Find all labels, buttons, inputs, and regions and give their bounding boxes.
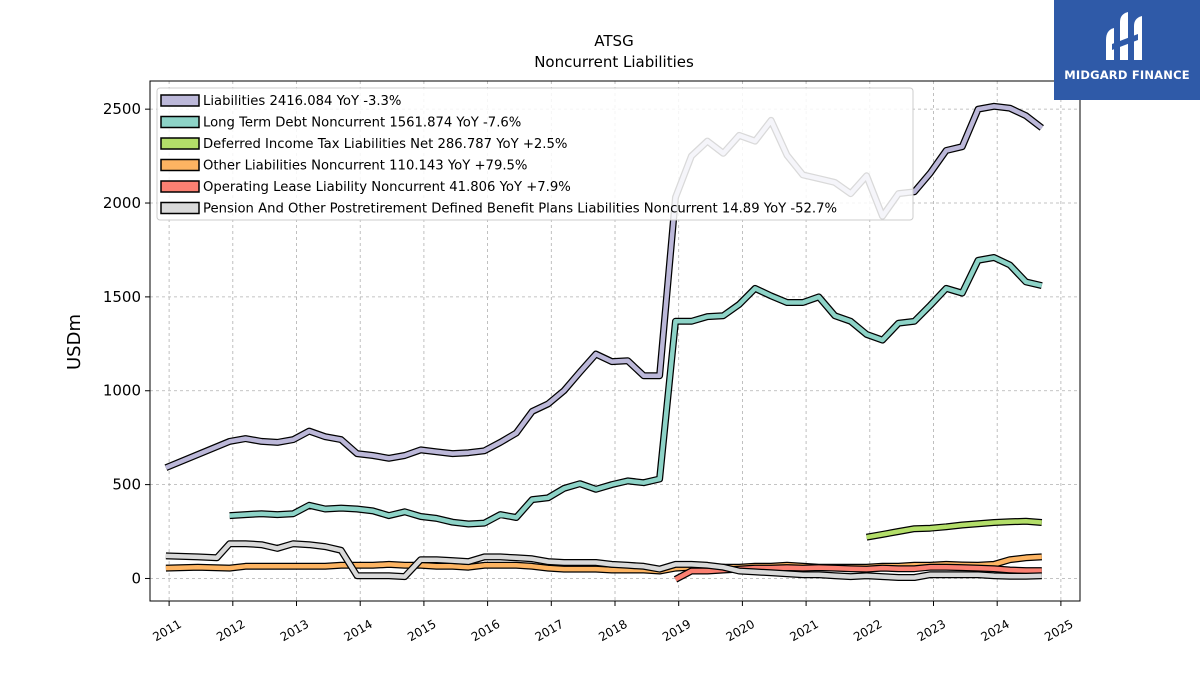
x-tick-label: 2012	[214, 617, 247, 644]
series-line	[866, 518, 1042, 540]
midgard-finance-logo: MIDGARD FINANCE	[1054, 0, 1200, 100]
chart-subtitle: Noncurrent Liabilities	[534, 53, 694, 71]
legend-swatch	[160, 158, 200, 172]
legend-swatch	[160, 94, 200, 107]
y-tick-label: 1000	[103, 382, 141, 400]
legend-label: Operating Lease Liability Noncurrent 41.…	[203, 180, 571, 195]
x-tick-label: 2019	[660, 617, 693, 644]
x-tick-label: 2025	[1042, 617, 1075, 644]
legend-box	[156, 87, 914, 221]
x-tick-label: 2023	[915, 617, 948, 644]
logo-text: MIDGARD FINANCE	[1064, 68, 1190, 82]
x-tick-label: 2016	[469, 617, 502, 644]
y-axis-label: USDm	[64, 314, 85, 370]
legend-swatch	[160, 180, 200, 193]
series-1	[229, 254, 1043, 528]
legend-swatch	[160, 137, 200, 150]
x-tick-label: 2017	[533, 617, 566, 644]
legend-swatch	[160, 201, 200, 215]
chart-title: ATSG	[594, 32, 633, 50]
x-tick-label: 2013	[278, 617, 311, 644]
x-tick-label: 2024	[978, 617, 1011, 644]
series-2	[865, 517, 1043, 541]
legend-label: Other Liabilities Noncurrent 110.143 YoY…	[203, 159, 527, 174]
y-tick-label: 0	[131, 569, 141, 587]
x-tick-label: 2011	[150, 617, 183, 644]
x-tick-label: 2015	[405, 617, 438, 644]
x-tick-label: 2020	[724, 617, 757, 644]
legend-label: Pension And Other Postretirement Defined…	[203, 202, 837, 217]
x-tick-label: 2018	[596, 617, 629, 644]
y-tick-label: 1500	[103, 288, 141, 306]
logo-mark-icon	[1106, 12, 1142, 60]
legend: Liabilities 2416.084 YoY -3.3% Long Term …	[156, 87, 914, 221]
y-tick-label: 500	[112, 476, 141, 494]
series-line	[165, 541, 1042, 580]
legend-label: Long Term Debt Noncurrent 1561.874 YoY -…	[203, 116, 521, 131]
x-tick-label: 2022	[851, 617, 884, 644]
x-tick-label: 2021	[787, 617, 820, 644]
legend-swatch	[160, 115, 200, 129]
legend-label: Liabilities 2416.084 YoY -3.3%	[203, 94, 401, 109]
series-line	[229, 255, 1043, 527]
series-layer	[164, 102, 1044, 583]
x-tick-label: 2014	[341, 617, 374, 644]
y-tick-label: 2500	[103, 100, 141, 118]
y-tick-label: 2000	[103, 194, 141, 212]
legend-label: Deferred Income Tax Liabilities Net 286.…	[203, 137, 567, 152]
series-5	[165, 540, 1042, 581]
